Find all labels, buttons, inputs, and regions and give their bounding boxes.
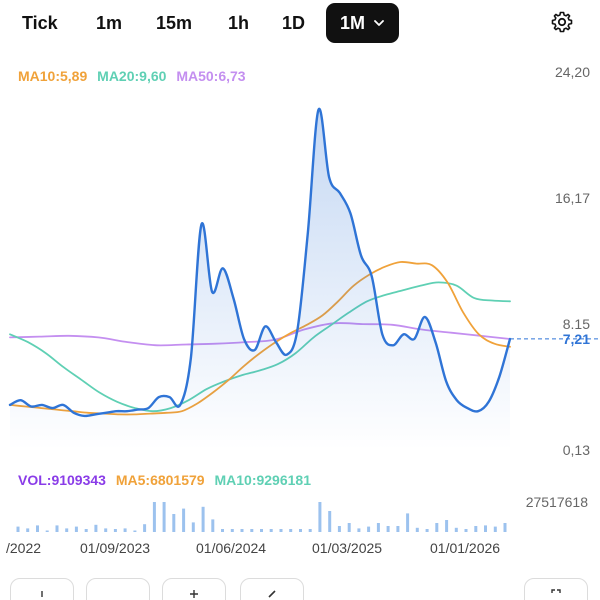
volume-bar: [133, 530, 137, 532]
toolbar-button-2[interactable]: [86, 578, 150, 600]
volume-bar: [55, 525, 59, 532]
volume-bar: [45, 530, 49, 532]
volume-bar: [143, 524, 147, 532]
volume-bar: [484, 525, 487, 532]
volume-bar: [386, 526, 390, 532]
volume-bar: [299, 529, 302, 532]
volume-bar: [250, 529, 254, 532]
y-tick-label: 24,20: [555, 64, 590, 80]
y-tick-label: 16,17: [555, 190, 590, 206]
gear-icon[interactable]: [550, 10, 574, 34]
volume-bar: [162, 502, 166, 532]
tab-tick[interactable]: Tick: [22, 13, 58, 33]
volume-bar: [113, 529, 117, 532]
volume-bar: [493, 526, 497, 532]
y-tick-label: 0,13: [563, 442, 590, 458]
x-tick-label: 01/06/2024: [196, 540, 267, 556]
price-area: [10, 108, 510, 450]
volume-bar: [36, 525, 39, 532]
x-tick-label: 01/03/2025: [312, 540, 383, 556]
x-tick-label: /2022: [6, 540, 42, 556]
volume-bar: [260, 529, 263, 532]
volume-bar: [26, 528, 30, 532]
y-tick-label: 8.15: [563, 316, 590, 332]
volume-bar: [104, 528, 108, 532]
volume-bar: [376, 523, 380, 532]
x-tick-label: 01/01/2026: [430, 540, 501, 556]
tab-1m[interactable]: 1m: [96, 13, 123, 33]
volume-bar: [211, 519, 215, 532]
toolbar-button-1[interactable]: [10, 578, 74, 600]
x-axis: /2022 01/09/2023 01/06/2024 01/03/2025 0…: [0, 540, 600, 560]
volume-bar: [221, 529, 224, 532]
ma50-label: MA50:6,73: [176, 68, 246, 84]
volume-bar: [503, 523, 507, 532]
ma10-label: MA10:5,89: [18, 68, 88, 84]
volume-bar: [464, 529, 468, 532]
ma20-label: MA20:9,60: [97, 68, 167, 84]
volume-bar: [94, 524, 98, 532]
volume-bar: [357, 528, 361, 532]
tab-15m[interactable]: 15m: [156, 13, 193, 33]
current-price-label: 7,21: [563, 331, 590, 347]
expand-icon: [551, 589, 561, 593]
volume-chart[interactable]: [0, 490, 600, 536]
fullscreen-button[interactable]: [524, 578, 588, 600]
volume-bar: [279, 529, 283, 532]
volume-bar: [240, 529, 244, 532]
volume-bar: [172, 514, 176, 532]
volume-bar: [445, 520, 449, 532]
sparkle-icon: [190, 590, 198, 598]
volume-max-label: 27517618: [525, 494, 588, 510]
volume-bar: [191, 522, 195, 532]
volume-bar: [396, 526, 400, 532]
tab-1M[interactable]: 1M: [326, 3, 400, 43]
volume-bar: [425, 529, 429, 532]
price-line: [8, 107, 512, 418]
timeframe-tabs: Tick 1m 15m 1h 1D 1M: [0, 0, 600, 46]
volume-bar: [84, 529, 88, 532]
vol-ma10-label: MA10:9296181: [214, 472, 311, 488]
tab-1M-label: 1M: [340, 13, 366, 33]
volume-bar: [454, 527, 458, 532]
volume-bar: [328, 511, 332, 532]
vol-ma5-label: MA5:6801579: [115, 472, 205, 488]
volume-bar: [65, 528, 69, 532]
ma-legend: MA10:5,89 MA20:9,60 MA50:6,73: [18, 68, 252, 84]
vol-label: VOL:9109343: [18, 472, 106, 488]
volume-bar: [152, 502, 156, 532]
toolbar-button-4[interactable]: [240, 578, 304, 600]
volume-bar: [474, 526, 478, 532]
volume-bar: [406, 513, 410, 532]
volume-bar: [289, 529, 293, 532]
toolbar-button-3[interactable]: [162, 578, 226, 600]
volume-bar: [415, 527, 419, 532]
tab-1h[interactable]: 1h: [228, 13, 250, 33]
volume-bar: [318, 502, 322, 532]
price-chart[interactable]: 24,20 16,17 8.15 0,13 7,21: [0, 60, 600, 470]
volume-legend: VOL:9109343 MA5:6801579 MA10:9296181: [18, 472, 317, 488]
volume-bar: [201, 506, 205, 532]
volume-bar: [74, 526, 78, 532]
tab-1d[interactable]: 1D: [282, 13, 306, 33]
volume-bar: [269, 529, 273, 532]
x-tick-label: 01/09/2023: [80, 540, 151, 556]
tool-icon: [41, 591, 43, 597]
chevron-down-icon: [374, 20, 384, 26]
volume-bar: [337, 526, 341, 532]
volume-bar: [308, 529, 312, 532]
volume-bar: [347, 523, 351, 532]
volume-bar: [182, 508, 186, 532]
pencil-icon: [268, 590, 276, 598]
volume-bar: [16, 526, 20, 532]
volume-bar: [367, 526, 371, 532]
volume-bar: [230, 529, 234, 532]
volume-bar: [435, 523, 439, 532]
volume-bar: [123, 528, 127, 532]
